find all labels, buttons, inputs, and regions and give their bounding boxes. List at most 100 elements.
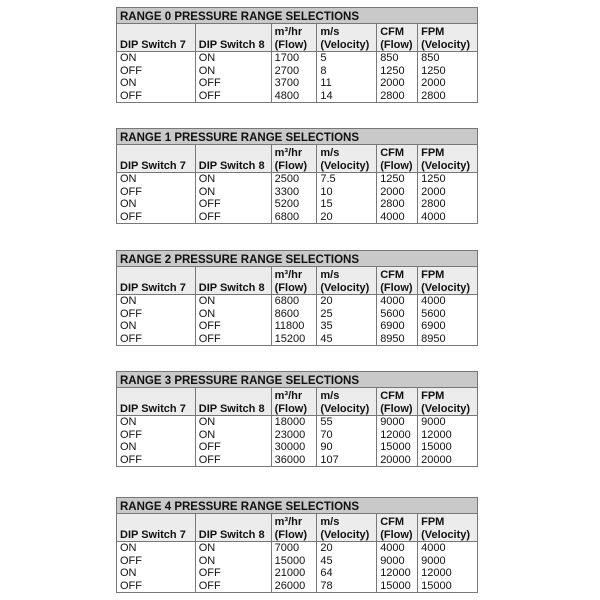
table-cell: 12000 xyxy=(376,428,418,441)
header-ms: m/s (Velocity) xyxy=(316,513,377,542)
table-cell: ON xyxy=(120,441,137,453)
table-cell: 6800 xyxy=(270,210,317,224)
header-unit: CFM xyxy=(380,390,405,402)
table-cell: 20000 xyxy=(376,453,418,467)
table-cell: OFF xyxy=(120,453,142,466)
table-cell: OFF xyxy=(120,89,142,102)
header-unit: CFM xyxy=(380,26,405,38)
table-cell: ON xyxy=(194,554,272,567)
table-cell: 5200 xyxy=(270,198,317,211)
table-cell: 1250 xyxy=(417,64,478,77)
table-cell: 15000 xyxy=(376,579,418,593)
header-qualifier: (Flow) xyxy=(380,38,413,51)
table-cell: 8600 xyxy=(270,307,317,320)
table-cell: 6800 xyxy=(270,294,317,308)
header-unit: FPM xyxy=(421,147,445,159)
table-cell: 15000 xyxy=(417,441,478,454)
table-title: RANGE 0 PRESSURE RANGE SELECTIONS xyxy=(116,7,478,24)
table-cell: 2700 xyxy=(270,64,317,77)
table-cell: 2800 xyxy=(376,89,418,103)
table-cell: OFF xyxy=(120,554,142,567)
table-cell: 20 xyxy=(316,210,377,224)
table-row: ON OFF 5200 15 2800 2800 xyxy=(117,198,478,211)
table-title: RANGE 2 PRESSURE RANGE SELECTIONS xyxy=(116,250,478,267)
header-m3hr: m³/hr (Flow) xyxy=(270,513,317,542)
table-cell: 2000 xyxy=(417,185,478,198)
header-qualifier: (Flow) xyxy=(274,281,308,294)
table-cell: 9000 xyxy=(417,415,478,429)
table-row: OFF OFF 36000 107 20000 20000 xyxy=(117,453,478,467)
table-cell: OFF xyxy=(120,307,142,320)
table-row: OFF ON 23000 70 12000 12000 xyxy=(117,428,478,441)
table-cell: OFF xyxy=(120,64,142,77)
table-cell: 20 xyxy=(316,541,377,555)
table-cell: 4800 xyxy=(270,89,317,103)
header-dip8: DIP Switch 8 xyxy=(194,266,272,295)
header-ms: m/s (Velocity) xyxy=(316,144,377,173)
table-row: OFF OFF 4800 14 2800 2800 xyxy=(117,89,478,103)
table-cell: 850 xyxy=(376,51,418,65)
table-cell: 4000 xyxy=(417,294,478,308)
table-cell: 20000 xyxy=(417,453,478,467)
table-cell: ON xyxy=(120,173,137,185)
table-cell: OFF xyxy=(120,185,142,198)
table-cell: ON xyxy=(194,185,272,198)
table-row: OFF OFF 15200 45 8950 8950 xyxy=(117,332,478,346)
header-cfm: CFM (Flow) xyxy=(376,266,418,295)
header-dip7: DIP Switch 7 xyxy=(116,266,196,295)
table-cell: 4000 xyxy=(417,541,478,555)
table-cell: 12000 xyxy=(417,428,478,441)
table-cell: 850 xyxy=(417,51,478,65)
table-cell: 9000 xyxy=(417,554,478,567)
header-fpm: FPM (Velocity) xyxy=(417,266,478,295)
header-unit: m³/hr xyxy=(274,516,303,528)
table-cell: 3700 xyxy=(270,77,317,90)
table-cell: OFF xyxy=(194,441,272,454)
table-title: RANGE 3 PRESSURE RANGE SELECTIONS xyxy=(116,371,478,388)
table-row: OFF OFF 6800 20 4000 4000 xyxy=(117,210,478,224)
header-unit: m³/hr xyxy=(274,26,303,38)
table-cell: 4000 xyxy=(376,294,418,308)
header-qualifier: (Flow) xyxy=(380,159,413,172)
table-cell: 26000 xyxy=(270,579,317,593)
table-cell: 18000 xyxy=(270,415,317,429)
table-cell: 2800 xyxy=(417,89,478,103)
header-ms: m/s (Velocity) xyxy=(316,266,377,295)
table-cell: 1250 xyxy=(417,172,478,186)
table-cell: 2800 xyxy=(417,198,478,211)
header-dip8: DIP Switch 8 xyxy=(194,144,272,173)
table-cell: 35 xyxy=(316,320,377,333)
table-cell: ON xyxy=(194,294,272,308)
table-cell: ON xyxy=(120,567,137,579)
header-m3hr: m³/hr (Flow) xyxy=(270,387,317,416)
table-cell: OFF xyxy=(194,210,272,224)
header-unit: CFM xyxy=(380,269,405,281)
table-cell: 55 xyxy=(316,415,377,429)
header-qualifier: (Velocity) xyxy=(421,281,471,294)
table-cell: 70 xyxy=(316,428,377,441)
table-cell: 23000 xyxy=(270,428,317,441)
table-cell: 64 xyxy=(316,567,377,580)
table-row: ON OFF 3700 11 2000 2000 xyxy=(117,77,478,90)
table-cell: 2800 xyxy=(376,198,418,211)
header-unit: m/s xyxy=(320,390,340,402)
header-fpm: FPM (Velocity) xyxy=(417,23,478,52)
table-cell: OFF xyxy=(120,579,142,592)
table-row: OFF ON 2700 8 1250 1250 xyxy=(117,64,478,77)
table-cell: 25 xyxy=(316,307,377,320)
header-ms: m/s (Velocity) xyxy=(316,387,377,416)
table-cell: 1250 xyxy=(376,64,418,77)
table-cell: 12000 xyxy=(417,567,478,580)
table-cell: 9000 xyxy=(376,415,418,429)
table-cell: 3300 xyxy=(270,185,317,198)
table-cell: OFF xyxy=(194,89,272,103)
header-unit: m/s xyxy=(320,516,340,528)
table-cell: ON xyxy=(194,172,272,186)
table-cell: 78 xyxy=(316,579,377,593)
table-cell: ON xyxy=(120,77,137,89)
table-cell: OFF xyxy=(120,428,142,441)
table-cell: 15 xyxy=(316,198,377,211)
table-cell: ON xyxy=(194,428,272,441)
table-cell: 2000 xyxy=(376,185,418,198)
table-cell: ON xyxy=(120,198,137,210)
